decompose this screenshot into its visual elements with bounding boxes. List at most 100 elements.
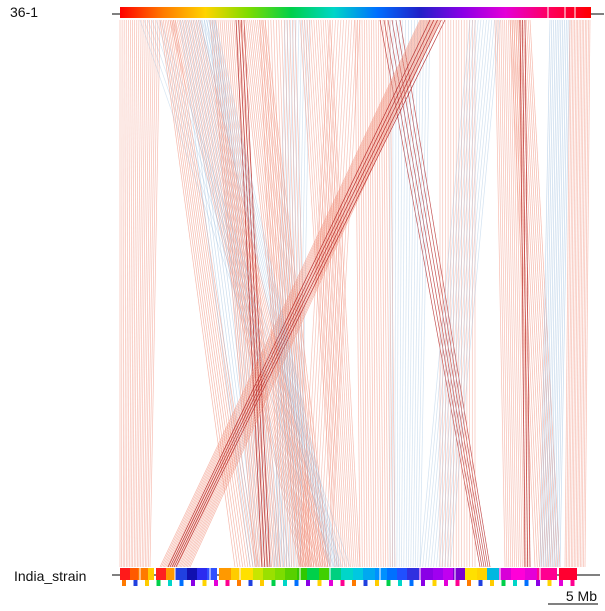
synteny-link <box>408 19 415 568</box>
synteny-link <box>329 19 361 568</box>
bottom-genome-marker <box>283 580 287 586</box>
synteny-link <box>576 19 583 568</box>
synteny-link <box>513 19 540 568</box>
synteny-link <box>313 19 344 568</box>
bottom-genome-marker <box>179 580 184 586</box>
synteny-link <box>209 19 256 568</box>
synteny-link <box>444 19 495 568</box>
bottom-genome-marker <box>409 580 414 586</box>
synteny-link <box>522 19 552 568</box>
synteny-link <box>398 19 403 568</box>
synteny-link <box>243 19 305 568</box>
synteny-link <box>189 19 441 568</box>
synteny-link <box>419 19 471 568</box>
bottom-genome-marker <box>467 580 471 586</box>
synteny-link <box>164 19 244 568</box>
synteny-link <box>359 19 366 568</box>
synteny-link <box>162 19 423 568</box>
synteny-link <box>167 19 431 568</box>
synteny-link <box>302 19 334 568</box>
bottom-genome-segment <box>275 568 285 580</box>
synteny-link <box>449 19 501 568</box>
synteny-link <box>313 19 347 568</box>
synteny-link <box>498 19 510 568</box>
synteny-link <box>201 19 332 568</box>
bottom-genome-segment <box>433 568 443 580</box>
bottom-genome-segment <box>375 568 387 580</box>
synteny-link <box>370 19 377 568</box>
synteny-link <box>427 19 479 568</box>
synteny-link <box>165 19 425 568</box>
synteny-link <box>405 19 412 568</box>
bottom-genome-segment <box>353 568 363 580</box>
bottom-genome-marker <box>122 580 126 586</box>
synteny-link <box>129 19 133 568</box>
synteny-link <box>169 19 435 568</box>
synteny-link <box>581 19 588 568</box>
synteny-link <box>146 19 157 568</box>
synteny-link <box>446 19 498 568</box>
synteny-link <box>270 19 290 568</box>
synteny-link <box>245 19 308 568</box>
top-genome-label: 36-1 <box>10 4 39 20</box>
synteny-link <box>240 19 268 568</box>
synteny-link <box>186 19 439 568</box>
synteny-link <box>417 19 428 568</box>
bottom-genome-marker <box>421 580 425 586</box>
synteny-link <box>391 19 487 568</box>
bottom-genome-marker <box>260 580 264 586</box>
bottom-genome-marker <box>444 580 448 586</box>
synteny-link <box>583 19 589 568</box>
synteny-link <box>575 19 582 568</box>
synteny-link <box>569 19 575 568</box>
synteny-link <box>273 19 292 568</box>
bottom-genome-segment <box>156 568 166 580</box>
synteny-link <box>573 19 580 568</box>
synteny-link <box>311 19 345 568</box>
bottom-genome-segment <box>329 568 341 580</box>
synteny-link <box>387 19 394 568</box>
synteny-link <box>215 19 261 568</box>
synteny-link <box>231 19 274 568</box>
bottom-genome-segment <box>525 568 537 580</box>
bottom-genome-marker <box>547 580 552 586</box>
synteny-link <box>436 19 487 568</box>
bottom-genome-marker <box>455 580 460 586</box>
bottom-genome-segment <box>197 568 207 580</box>
synteny-link <box>415 19 425 568</box>
synteny-link <box>356 19 363 568</box>
bottom-genome-segment <box>231 568 241 580</box>
bottom-genome-marker <box>214 580 218 586</box>
bottom-genome-segment <box>363 568 375 580</box>
synteny-link <box>305 19 336 568</box>
synteny-link <box>140 19 148 568</box>
synteny-link <box>124 19 127 568</box>
synteny-link <box>174 19 259 568</box>
synteny-link <box>193 19 266 568</box>
synteny-link <box>318 19 350 568</box>
bottom-genome-segment <box>419 568 433 580</box>
synteny-link <box>219 19 264 568</box>
bottom-genome-segment <box>241 568 253 580</box>
synteny-link <box>173 19 442 568</box>
synteny-link <box>161 19 422 568</box>
synteny-link <box>387 19 485 568</box>
synteny-link <box>550 19 562 568</box>
bottom-genome-segment <box>307 568 319 580</box>
bottom-genome-marker <box>432 580 437 586</box>
synteny-link <box>185 19 438 568</box>
bottom-genome-segment <box>263 568 275 580</box>
synteny-link <box>570 19 577 568</box>
synteny-link <box>401 19 406 568</box>
bottom-genome-segment <box>559 568 577 580</box>
synteny-link <box>366 19 373 568</box>
synteny-link <box>179 19 251 568</box>
synteny-link <box>322 19 355 568</box>
synteny-link <box>410 19 419 568</box>
bottom-genome-segment <box>397 568 407 580</box>
synteny-link <box>121 19 123 568</box>
synteny-link <box>508 19 519 568</box>
bottom-genome-marker <box>248 580 253 586</box>
synteny-link <box>163 19 424 568</box>
